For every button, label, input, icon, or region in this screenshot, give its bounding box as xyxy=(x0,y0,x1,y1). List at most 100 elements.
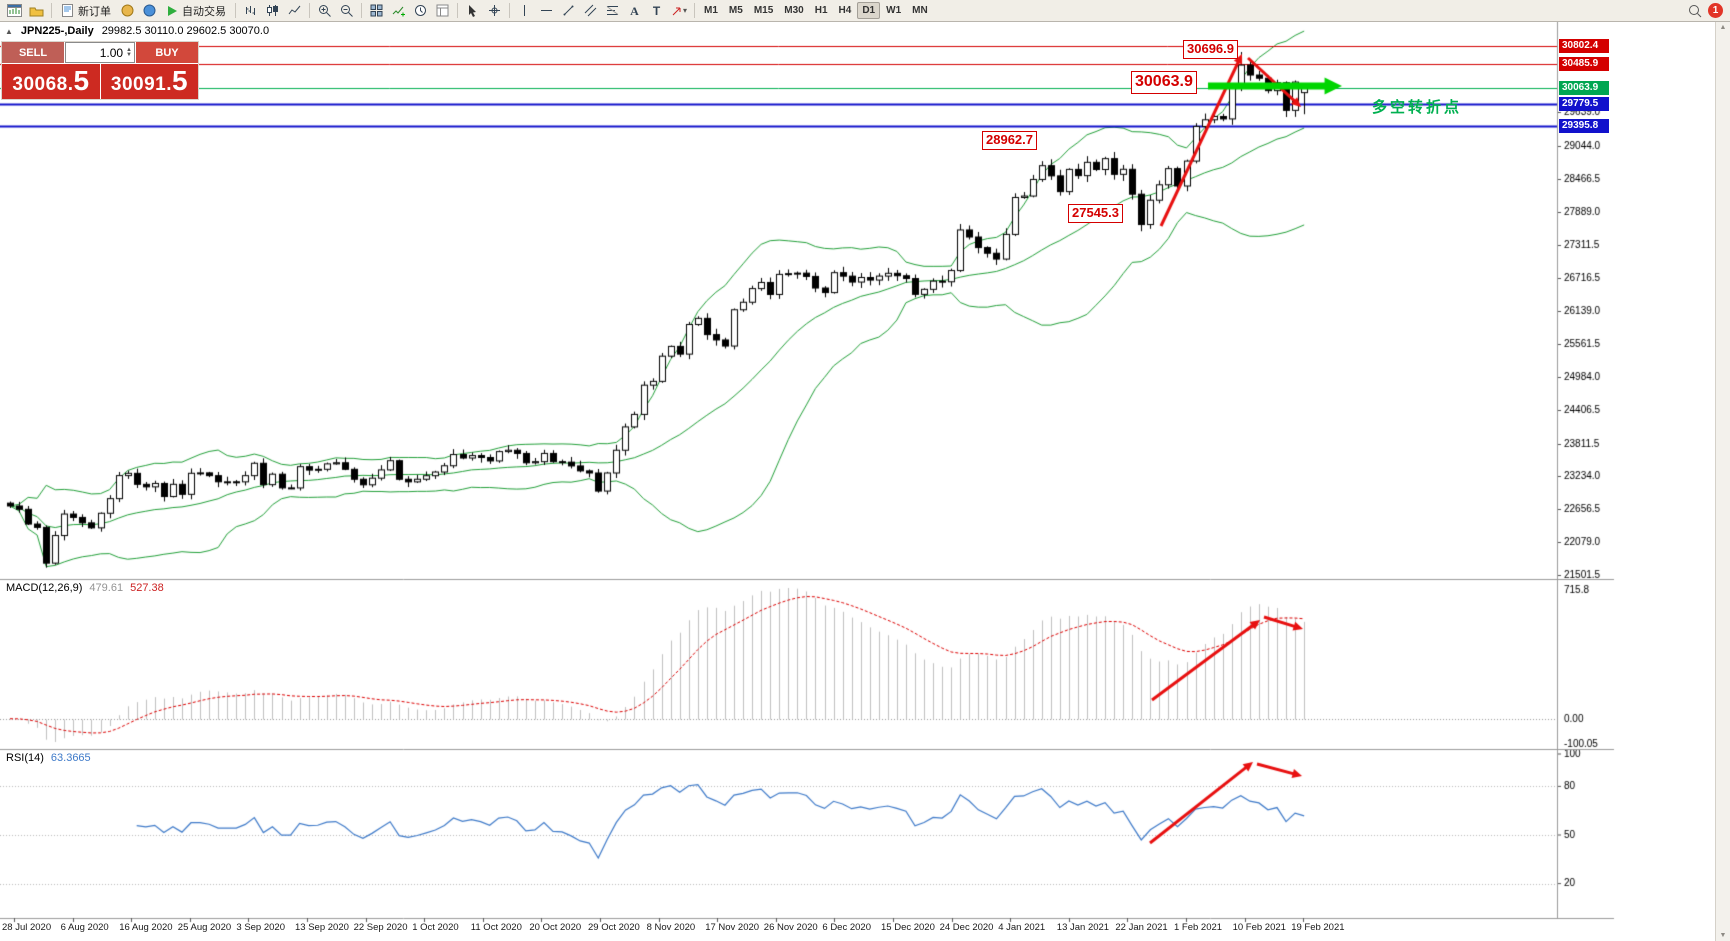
price-tag: 30063.9 xyxy=(1559,81,1609,95)
autotrade-button[interactable]: 自动交易 xyxy=(161,1,231,20)
time-axis-label: 13 Sep 2020 xyxy=(295,922,349,933)
bar-chart-icon[interactable] xyxy=(240,1,261,20)
sell-price-value: 30068. xyxy=(12,74,74,95)
time-axis-label: 15 Dec 2020 xyxy=(881,922,935,933)
main-toolbar: 新订单 自动交易 A T ▾ M1 M5 M15 M30 H1 H4 D xyxy=(0,0,1730,22)
time-axis-label: 6 Dec 2020 xyxy=(822,922,871,933)
timeframe-m15[interactable]: M15 xyxy=(753,5,774,16)
buy-price-value: 30091. xyxy=(110,74,173,95)
indicators-icon[interactable] xyxy=(388,1,409,20)
spinner-up-icon[interactable]: ▲ xyxy=(126,46,132,53)
rsi-value: 63.3665 xyxy=(50,752,91,764)
time-axis-label: 10 Feb 2021 xyxy=(1232,922,1286,933)
time-axis-label: 4 Jan 2021 xyxy=(998,922,1046,933)
macd-indicator-label: MACD(12,26,9) 479.61 527.38 xyxy=(6,582,164,594)
text-icon[interactable]: A xyxy=(630,3,639,18)
timeframe-h1[interactable]: H1 xyxy=(814,5,828,16)
time-axis-label: 22 Sep 2020 xyxy=(353,922,408,933)
scroll-down-icon[interactable]: ▼ xyxy=(1719,932,1727,939)
time-axis-label: 8 Nov 2020 xyxy=(646,922,696,933)
volume-spinner[interactable]: ▲ ▼ xyxy=(126,46,132,58)
market-watch-icon[interactable] xyxy=(139,1,160,20)
chart-profiles-icon[interactable] xyxy=(26,1,47,20)
vertical-line-icon[interactable] xyxy=(514,1,535,20)
time-axis-label: 28 Jul 2020 xyxy=(2,922,52,933)
sell-price[interactable]: 30068. 5 xyxy=(2,64,100,99)
spinner-down-icon[interactable]: ▼ xyxy=(126,51,132,58)
sell-price-big-digit: 5 xyxy=(73,65,90,96)
price-annotation-label[interactable]: 30696.9 xyxy=(1183,40,1238,59)
new-order-icon xyxy=(62,4,73,17)
periods-clock-icon[interactable] xyxy=(410,1,431,20)
toolbar-separator xyxy=(361,3,362,18)
trendline-icon[interactable] xyxy=(558,1,579,20)
time-axis-label: 1 Feb 2021 xyxy=(1174,922,1223,933)
time-axis-label: 22 Jan 2021 xyxy=(1115,922,1168,933)
price-tag: 29779.5 xyxy=(1559,97,1609,112)
text-label-icon[interactable]: T xyxy=(652,3,661,18)
timeframe-m30[interactable]: M30 xyxy=(784,5,804,16)
time-axis-label: 1 Oct 2020 xyxy=(412,922,459,933)
cursor-icon[interactable] xyxy=(462,1,483,20)
zoom-in-icon[interactable] xyxy=(314,1,335,20)
candlestick-chart-icon[interactable] xyxy=(262,1,283,20)
time-axis-label: 29 Oct 2020 xyxy=(588,922,640,933)
line-chart-icon[interactable] xyxy=(284,1,305,20)
search-icon[interactable] xyxy=(1684,1,1705,20)
time-axis-label: 17 Nov 2020 xyxy=(705,922,760,933)
price-tag: 29395.8 xyxy=(1559,119,1609,133)
zoom-out-icon[interactable] xyxy=(336,1,357,20)
time-axis-label: 24 Dec 2020 xyxy=(939,922,994,933)
timeframe-mn[interactable]: MN xyxy=(912,5,928,16)
time-axis-label: 6 Aug 2020 xyxy=(60,922,109,933)
rsi-name: RSI(14) xyxy=(6,752,44,764)
new-order-button[interactable]: 新订单 xyxy=(56,1,116,20)
time-axis-label: 20 Oct 2020 xyxy=(529,922,582,933)
annotation-turning-point[interactable]: 多空转折点 xyxy=(1372,99,1463,116)
autotrade-label: 自动交易 xyxy=(182,5,226,18)
time-axis-label: 16 Aug 2020 xyxy=(119,922,173,933)
chart-title-icon: ▲ xyxy=(5,26,13,36)
vertical-scrollbar[interactable]: ▲ ▼ xyxy=(1715,22,1730,941)
timeframe-m1[interactable]: M1 xyxy=(704,5,718,16)
fibonacci-icon[interactable] xyxy=(602,1,623,20)
volume-input[interactable]: 1.00 ▲ ▼ xyxy=(65,42,135,63)
buy-button[interactable]: BUY xyxy=(136,42,198,63)
new-chart-icon[interactable] xyxy=(4,1,25,20)
new-order-label: 新订单 xyxy=(78,5,111,18)
one-click-trading-panel: SELL 1.00 ▲ ▼ BUY 30068. 5 30091. 5 xyxy=(2,42,198,99)
price-tag: 30802.4 xyxy=(1559,39,1609,53)
sell-button[interactable]: SELL xyxy=(2,42,64,63)
timeframe-d1[interactable]: D1 xyxy=(857,2,881,19)
price-annotation-label[interactable]: 28962.7 xyxy=(982,131,1037,150)
time-axis-label: 26 Nov 2020 xyxy=(763,922,818,933)
expert-advisors-icon[interactable] xyxy=(117,1,138,20)
templates-icon[interactable] xyxy=(432,1,453,20)
tile-windows-icon[interactable] xyxy=(366,1,387,20)
chart-title: ▲ JPN225-,Daily 29982.5 30110.0 29602.5 … xyxy=(5,25,269,37)
crosshair-icon[interactable] xyxy=(484,1,505,20)
arrows-tool-icon[interactable]: ▾ xyxy=(668,1,690,20)
time-axis-label: 19 Feb 2021 xyxy=(1291,922,1345,933)
price-tag: 30485.9 xyxy=(1559,57,1609,71)
price-annotation-label[interactable]: 27545.3 xyxy=(1068,204,1123,223)
chart-ohlc-values: 29982.5 30110.0 29602.5 30070.0 xyxy=(101,25,270,37)
buy-price[interactable]: 30091. 5 xyxy=(100,64,198,99)
chevron-down-icon: ▾ xyxy=(683,5,688,15)
toolbar-separator xyxy=(694,3,696,18)
timeframe-h4[interactable]: H4 xyxy=(838,5,852,16)
price-annotation-label[interactable]: 30063.9 xyxy=(1131,71,1197,94)
horizontal-line-icon[interactable] xyxy=(536,1,557,20)
chart-symbol-period: JPN225-,Daily xyxy=(20,25,94,37)
channel-icon[interactable] xyxy=(580,1,601,20)
macd-main-value: 479.61 xyxy=(89,582,124,594)
timeframe-m5[interactable]: M5 xyxy=(728,5,743,16)
scroll-up-icon[interactable]: ▲ xyxy=(1719,24,1727,31)
rsi-indicator-label: RSI(14) 63.3665 xyxy=(6,752,91,764)
notification-badge[interactable]: 1 xyxy=(1708,3,1723,18)
autotrade-play-icon xyxy=(168,5,177,16)
macd-name: MACD(12,26,9) xyxy=(6,582,83,594)
timeframe-w1[interactable]: W1 xyxy=(886,5,902,16)
